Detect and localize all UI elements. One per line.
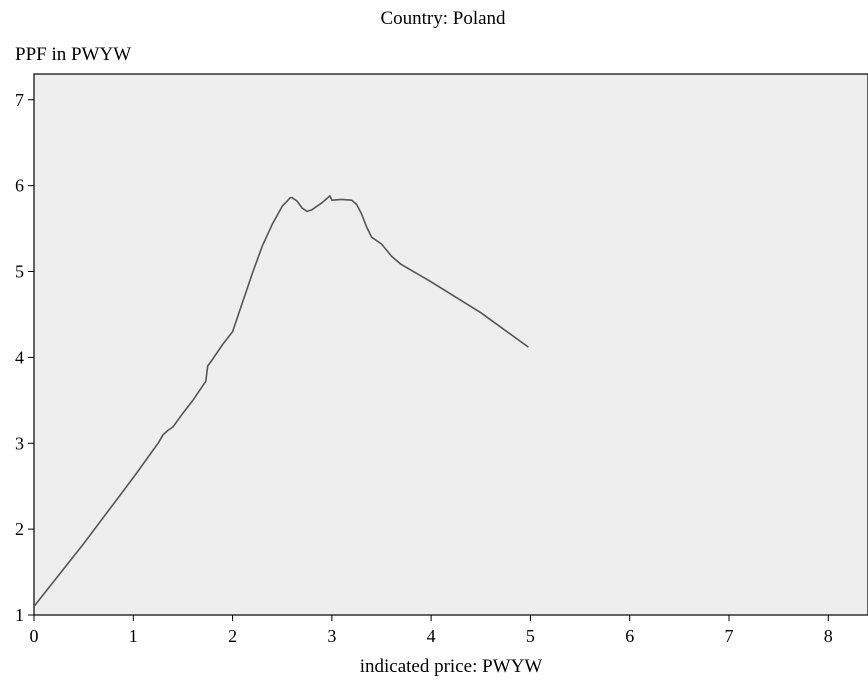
y-tick-label: 1	[15, 605, 24, 625]
plot-area	[33, 73, 868, 616]
x-tick-label: 6	[625, 626, 634, 646]
y-tick-label: 4	[15, 347, 24, 367]
x-tick-label: 0	[30, 626, 39, 646]
x-tick-label: 8	[824, 626, 833, 646]
x-axis-label: indicated price: PWYW	[360, 656, 543, 677]
y-axis-label: PPF in PWYW	[15, 44, 131, 65]
y-tick-label: 7	[15, 90, 24, 110]
x-tick-label: 7	[725, 626, 734, 646]
y-tick-label: 5	[15, 262, 24, 282]
x-tick-label: 5	[526, 626, 535, 646]
chart-title: Country: Poland	[380, 8, 506, 29]
x-tick-label: 2	[228, 626, 237, 646]
y-tick-label: 6	[15, 176, 24, 196]
y-tick-label: 3	[15, 433, 24, 453]
y-axis: 1 2 3 4 5 6 7	[15, 90, 34, 625]
series-layer	[33, 195, 529, 607]
x-axis: 0 1 2 3 4 5 6 7 8	[30, 615, 833, 646]
y-tick-label: 2	[15, 519, 24, 539]
x-tick-label: 4	[427, 626, 436, 646]
series-line	[33, 195, 529, 607]
x-tick-label: 1	[129, 626, 138, 646]
x-tick-label: 3	[327, 626, 336, 646]
